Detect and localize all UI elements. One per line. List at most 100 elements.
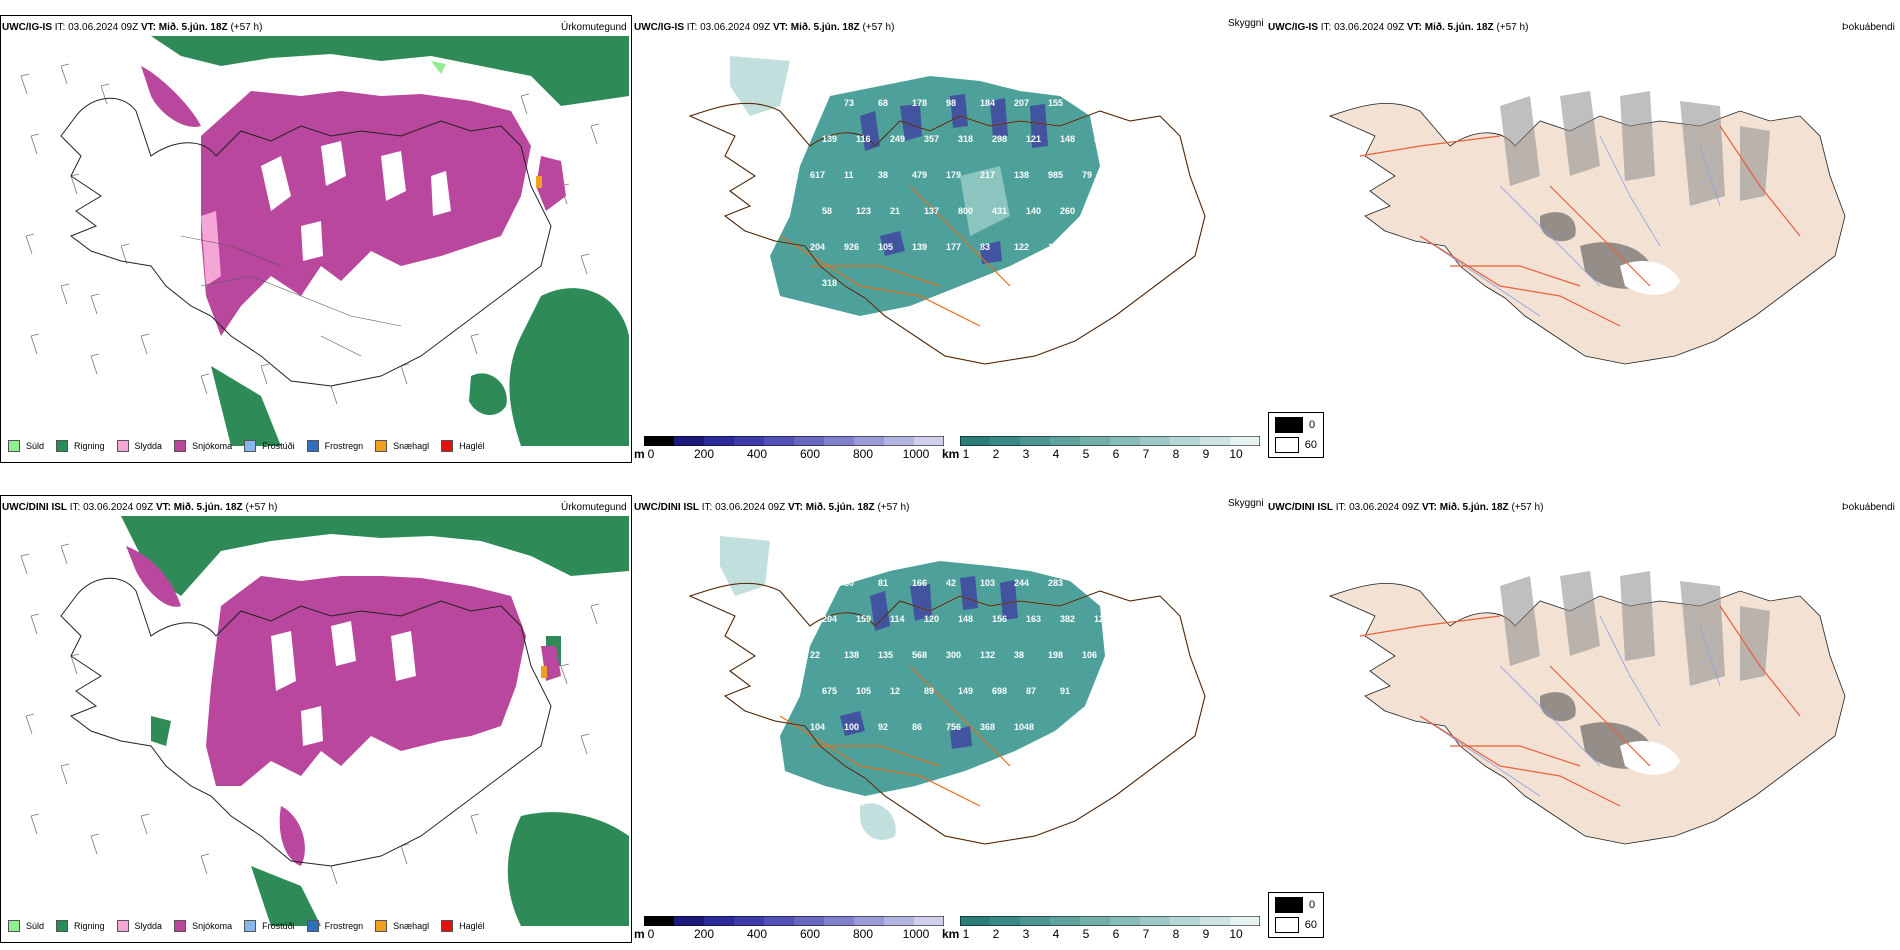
vis-value-label: 244 (1014, 578, 1029, 588)
vis-value-label: 78 (1094, 686, 1104, 696)
vis-value-label: 184 (980, 98, 995, 108)
swatch-sleet (116, 920, 129, 932)
vis-value-label: 120 (1094, 614, 1109, 624)
fog-swatch-white (1275, 437, 1299, 453)
precip-panel-1 (0, 15, 632, 463)
vis-value-label: 204 (822, 614, 837, 624)
rain-area-se (509, 288, 629, 446)
sleet-edge (201, 211, 221, 286)
fog-legend-1: 0 60 (1268, 412, 1324, 458)
fog-legend-2: 0 60 (1268, 892, 1324, 938)
vis-value-label: 178 (912, 98, 927, 108)
header-vis-2: UWC/DINI ISL IT: 03.06.2024 09Z VT: Mið.… (634, 502, 910, 513)
swatch-snow-pellets (375, 920, 388, 932)
swatch-freezing-drizzle (244, 440, 257, 452)
legend-item: Rigning (56, 440, 105, 452)
legend-item: Frostúði (244, 920, 295, 932)
vis-value-label: 103 (980, 578, 995, 588)
legend-item: Frostregn (306, 920, 363, 932)
vis-value-label: 91 (1060, 686, 1070, 696)
vis-value-label: 114 (890, 614, 905, 624)
legend-item: Snæhagl (375, 440, 429, 452)
vis-value-label: 73 (844, 98, 854, 108)
vis-value-label: 123 (856, 206, 871, 216)
fog-map-2 (1328, 571, 1846, 845)
legend-item: Slydda (116, 440, 162, 452)
vis-value-label: 217 (980, 170, 995, 180)
vis-value-label: 138 (844, 650, 859, 660)
vis-value-label: 298 (992, 134, 1007, 144)
title-fog-2: Þokuábendi (1842, 502, 1895, 513)
title-vis-1: Skyggni (1228, 18, 1264, 29)
vis-value-label: 139 (822, 134, 837, 144)
swatch-rain (56, 440, 69, 452)
iceland-outline (60, 97, 552, 387)
vis-value-label: 166 (912, 578, 927, 588)
vis-value-label: 119 (1082, 242, 1097, 252)
vis-value-label: 617 (810, 170, 825, 180)
vis-value-label: 177 (946, 242, 961, 252)
legend-item: Snjókoma (174, 440, 232, 452)
swatch-snow (174, 920, 187, 932)
swatch-freezing-drizzle (244, 920, 257, 932)
snow-area-main (201, 91, 531, 336)
vis-value-label: 11 (844, 170, 854, 180)
vis-value-label: 122 (1014, 242, 1029, 252)
vis-value-label: 318 (958, 134, 973, 144)
vis-value-label: 22 (810, 650, 820, 660)
swatch-drizzle (8, 920, 20, 932)
vis-value-label: 38 (1014, 650, 1024, 660)
legend-item: Súld (8, 920, 44, 932)
vis-value-label: 283 (1048, 578, 1063, 588)
vis-value-label: 568 (912, 650, 927, 660)
vis-value-label: 154 (1094, 206, 1109, 216)
row-1: UWC/IG-IS IT: 03.06.2024 09Z VT: Mið. 5.… (0, 15, 1895, 463)
vis-value-label: 318 (822, 278, 837, 288)
vis-value-label: 204 (810, 242, 825, 252)
legend-item: Snæhagl (375, 920, 429, 932)
vis-km-bar-2: km 1 2 3 4 5 6 7 8 9 10 (942, 916, 1262, 942)
legend-item: Súld (8, 440, 44, 452)
header-vis-1: UWC/IG-IS IT: 03.06.2024 09Z VT: Mið. 5.… (634, 22, 895, 33)
vis-value-label: 116 (856, 134, 871, 144)
header-precip-2: UWC/DINI ISL IT: 03.06.2024 09Z VT: Mið.… (2, 502, 278, 513)
title-precip-2: Úrkomutegund (561, 502, 627, 513)
vis-value-label: 149 (958, 686, 973, 696)
vis-value-label: 132 (980, 650, 995, 660)
vis-value-label: 675 (822, 686, 837, 696)
vis-value-label: 42 (946, 578, 956, 588)
rain-area-sw (211, 366, 281, 446)
vis-value-label: 120 (924, 614, 939, 624)
legend-item: Slydda (116, 920, 162, 932)
vis-m-bar-2: m 0 200 400 600 800 1000 (634, 916, 944, 942)
fog-swatch-black (1275, 897, 1303, 913)
swatch-freezing-rain (306, 920, 319, 932)
swatch-hail (441, 920, 454, 932)
precip-legend-2: Súld Rigning Slydda Snjókoma Frostúði Fr… (8, 920, 497, 932)
vis-value-label: 86 (912, 722, 922, 732)
swatch-rain (56, 920, 69, 932)
vis-value-label: 68 (878, 98, 888, 108)
vis-value-label: 79 (1082, 170, 1092, 180)
vis-value-label: 260 (1060, 206, 1075, 216)
precip-panel-2 (0, 495, 632, 943)
header-precip-1: UWC/IG-IS IT: 03.06.2024 09Z VT: Mið. 5.… (2, 22, 263, 33)
vis-value-label: 698 (992, 686, 1007, 696)
vis-value-label: 18 (810, 578, 820, 588)
vis-value-label: 201 (1082, 578, 1097, 588)
vis-value-label: 30 (810, 98, 820, 108)
vis-value-label: 382 (1060, 614, 1075, 624)
vis-value-label: 198 (1048, 650, 1063, 660)
vis-value-label: 179 (946, 170, 961, 180)
vis-value-label: 479 (912, 170, 927, 180)
vis-value-label: 159 (856, 614, 871, 624)
vis-value-label: 249 (890, 134, 905, 144)
vis-value-label: 141 (1048, 242, 1063, 252)
legend-item: Haglél (441, 440, 485, 452)
vis-value-label: 100 (844, 722, 859, 732)
vis-map-2: 18 80 81 166 42 103 244 283 201 204 159 114 120 148 15… (688, 536, 1206, 845)
vis-value-label: 81 (878, 578, 888, 588)
vis-value-label: 106 (1082, 650, 1097, 660)
legend-item: Snjókoma (174, 920, 232, 932)
vis-value-label: 38 (878, 170, 888, 180)
